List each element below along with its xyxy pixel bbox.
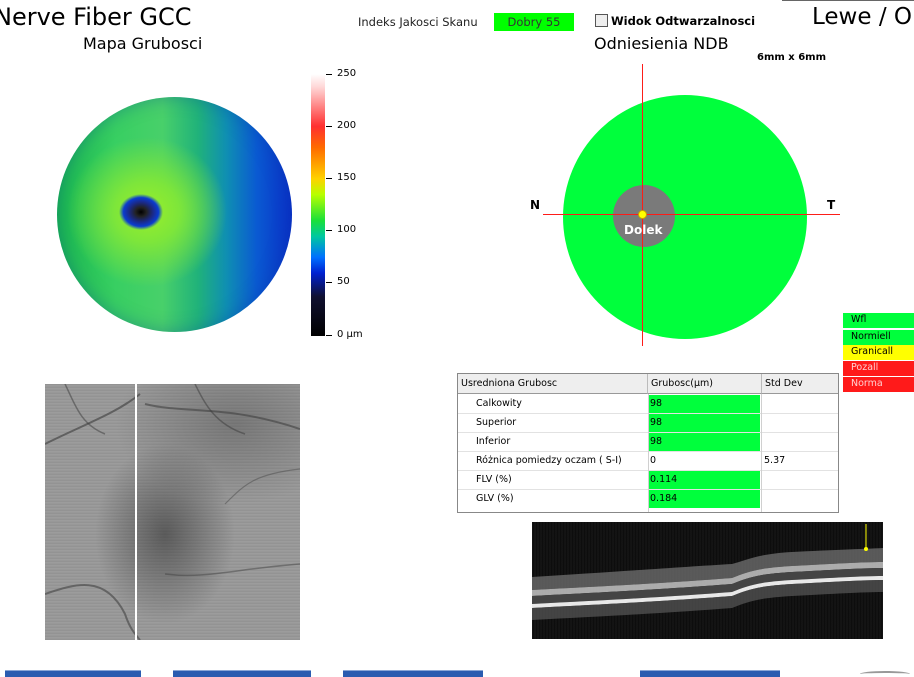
colorbar-tick xyxy=(326,126,332,127)
reproducibility-label[interactable]: Widok Odtwarzalnosci xyxy=(611,14,756,28)
table-row-label: FLV (%) xyxy=(476,474,512,485)
table-cell-value: 0.114 xyxy=(648,471,760,489)
colorbar-tick-label: 100 xyxy=(337,224,357,235)
table-cell-value: 98 xyxy=(648,414,760,432)
legend-item-norm: Norma xyxy=(843,377,914,392)
table-cell-std: 5.37 xyxy=(764,455,786,466)
table-cell-value: 0.184 xyxy=(648,490,760,508)
legend-item-normal: Normiell xyxy=(843,330,914,345)
colorbar-tick xyxy=(326,178,332,179)
table-row-label: GLV (%) xyxy=(476,493,514,504)
table-cell-std xyxy=(762,471,838,489)
table-column-divider xyxy=(648,394,649,512)
colorbar-tick xyxy=(326,335,332,336)
header-divider xyxy=(782,0,914,1)
thickness-colorbar xyxy=(311,74,325,336)
table-header-label: Usredniona Grubosc xyxy=(458,374,648,394)
retina-layers xyxy=(532,524,883,620)
thickness-table: Usredniona Grubosc Grubosc(µm) Std Dev C… xyxy=(457,373,839,513)
scan-quality-label: Indeks Jakosci Skanu xyxy=(358,15,478,29)
ndb-horizontal-axis xyxy=(543,214,840,215)
thickness-map-title: Mapa Grubosci xyxy=(83,34,203,53)
legend-item-outside: Pozall xyxy=(843,361,914,376)
scan-quality-badge: Dobry 55 xyxy=(494,13,574,31)
table-row-label: Superior xyxy=(476,417,517,428)
scan-size-label: 6mm x 6mm xyxy=(757,52,827,63)
table-row-label: Różnica pomiedzy oczam ( S-I) xyxy=(476,455,622,466)
fovea-center-marker xyxy=(638,210,647,219)
colorbar-tick xyxy=(326,230,332,231)
table-cell-std xyxy=(762,433,838,451)
table-column-divider xyxy=(761,394,762,512)
temporal-label: T xyxy=(827,198,836,212)
legend-item-wfl: Wfl xyxy=(843,313,914,328)
colorbar-tick-label: 250 xyxy=(337,68,357,79)
colorbar-tick-label: 150 xyxy=(337,172,357,183)
ndb-vertical-axis xyxy=(642,64,643,346)
fovea-label: Dolek xyxy=(624,223,663,237)
colorbar-tick-label: 200 xyxy=(337,120,357,131)
table-cell-std xyxy=(762,490,838,508)
table-row-label: Inferior xyxy=(476,436,511,447)
table-header-stddev: Std Dev xyxy=(762,374,838,394)
legend-item-borderline: Granicall xyxy=(843,345,914,360)
table-cell-std xyxy=(762,414,838,432)
colorbar-tick-label: 50 xyxy=(337,276,350,287)
bottom-round-control[interactable] xyxy=(860,671,910,677)
fundus-image[interactable] xyxy=(45,384,300,640)
ndb-title: Odniesienia NDB xyxy=(594,34,729,53)
colorbar-tick xyxy=(326,74,332,75)
table-cell-value: 98 xyxy=(648,395,760,413)
table-row-label: Calkowity xyxy=(476,398,522,409)
eye-label: Lewe / O xyxy=(812,4,912,30)
reproducibility-checkbox[interactable] xyxy=(595,14,608,27)
table-cell-std xyxy=(762,395,838,413)
table-cell-value: 0 xyxy=(650,455,657,466)
nasal-label: N xyxy=(530,198,541,212)
ndb-circle[interactable] xyxy=(563,95,807,339)
fundus-vessels xyxy=(45,384,300,640)
colorbar-tick xyxy=(326,282,332,283)
colorbar-tick-label: 0 µm xyxy=(337,329,363,340)
page-title: Nerve Fiber GCC xyxy=(0,3,192,31)
table-cell-value: 98 xyxy=(648,433,760,451)
thickness-map[interactable] xyxy=(57,97,292,332)
table-header-thickness: Grubosc(µm) xyxy=(648,374,762,394)
oct-bscan-image[interactable] xyxy=(532,522,883,639)
scan-position-line[interactable] xyxy=(135,384,137,640)
